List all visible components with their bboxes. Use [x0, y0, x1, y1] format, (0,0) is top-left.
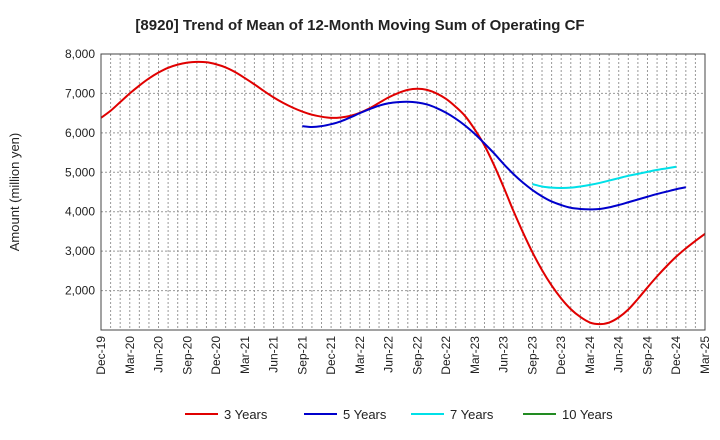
x-tick-label: Jun-21 — [267, 336, 281, 373]
x-tick-label: Sep-21 — [295, 336, 309, 375]
y-tick-label: 4,000 — [65, 205, 95, 219]
x-tick-label: Mar-20 — [123, 336, 137, 374]
legend-label-7-years: 7 Years — [450, 407, 494, 422]
x-tick-labels: Dec-19 Mar-20 Jun-20 Sep-20 Dec-20 Mar-21 Jun-… — [94, 336, 712, 375]
chart-title: [8920] Trend of Mean of 12-Month Moving … — [135, 17, 584, 34]
x-tick-label: Dec-20 — [209, 336, 223, 375]
x-tick-label: Mar-24 — [583, 336, 597, 374]
legend: 3 Years 5 Years 7 Years 10 Years — [185, 407, 613, 422]
x-tick-label: Sep-24 — [640, 336, 654, 375]
x-tick-label: Sep-20 — [180, 336, 194, 375]
legend-label-10-years: 10 Years — [562, 407, 613, 422]
x-tick-label: Mar-21 — [238, 336, 252, 374]
plot-frame — [100, 53, 706, 331]
x-tick-label: Dec-22 — [439, 336, 453, 375]
x-tick-label: Mar-22 — [353, 336, 367, 374]
x-tick-label: Jun-22 — [382, 336, 396, 373]
x-tick-label: Jun-23 — [497, 336, 511, 373]
y-tick-label: 5,000 — [65, 165, 95, 179]
grid-layer — [101, 54, 705, 330]
y-axis-label: Amount (million yen) — [7, 133, 22, 252]
series-layer — [100, 60, 706, 326]
x-tick-label: Dec-19 — [94, 336, 108, 375]
y-tick-label: 7,000 — [65, 86, 95, 100]
x-tick-label: Jun-20 — [152, 336, 166, 373]
legend-label-3-years: 3 Years — [224, 407, 268, 422]
x-tick-label: Sep-23 — [525, 336, 539, 375]
x-tick-label: Mar-23 — [468, 336, 482, 374]
y-tick-label: 2,000 — [65, 284, 95, 298]
x-tick-label: Sep-22 — [410, 336, 424, 375]
y-tick-label: 6,000 — [65, 126, 95, 140]
x-tick-label: Dec-23 — [554, 336, 568, 375]
x-tick-label: Jun-24 — [612, 336, 626, 373]
series-line-5-years — [302, 100, 687, 211]
x-tick-label: Mar-25 — [698, 336, 712, 374]
series-line-3-years — [100, 60, 706, 326]
x-tick-label: Dec-21 — [324, 336, 338, 375]
y-tick-label: 8,000 — [65, 47, 95, 61]
legend-label-5-years: 5 Years — [343, 407, 387, 422]
y-tick-label: 3,000 — [65, 244, 95, 258]
series-line-7-years — [532, 165, 677, 190]
y-tick-labels: 2,000 3,000 4,000 5,000 6,000 7,000 8,000 — [65, 47, 95, 298]
x-tick-label: Dec-24 — [669, 336, 683, 375]
